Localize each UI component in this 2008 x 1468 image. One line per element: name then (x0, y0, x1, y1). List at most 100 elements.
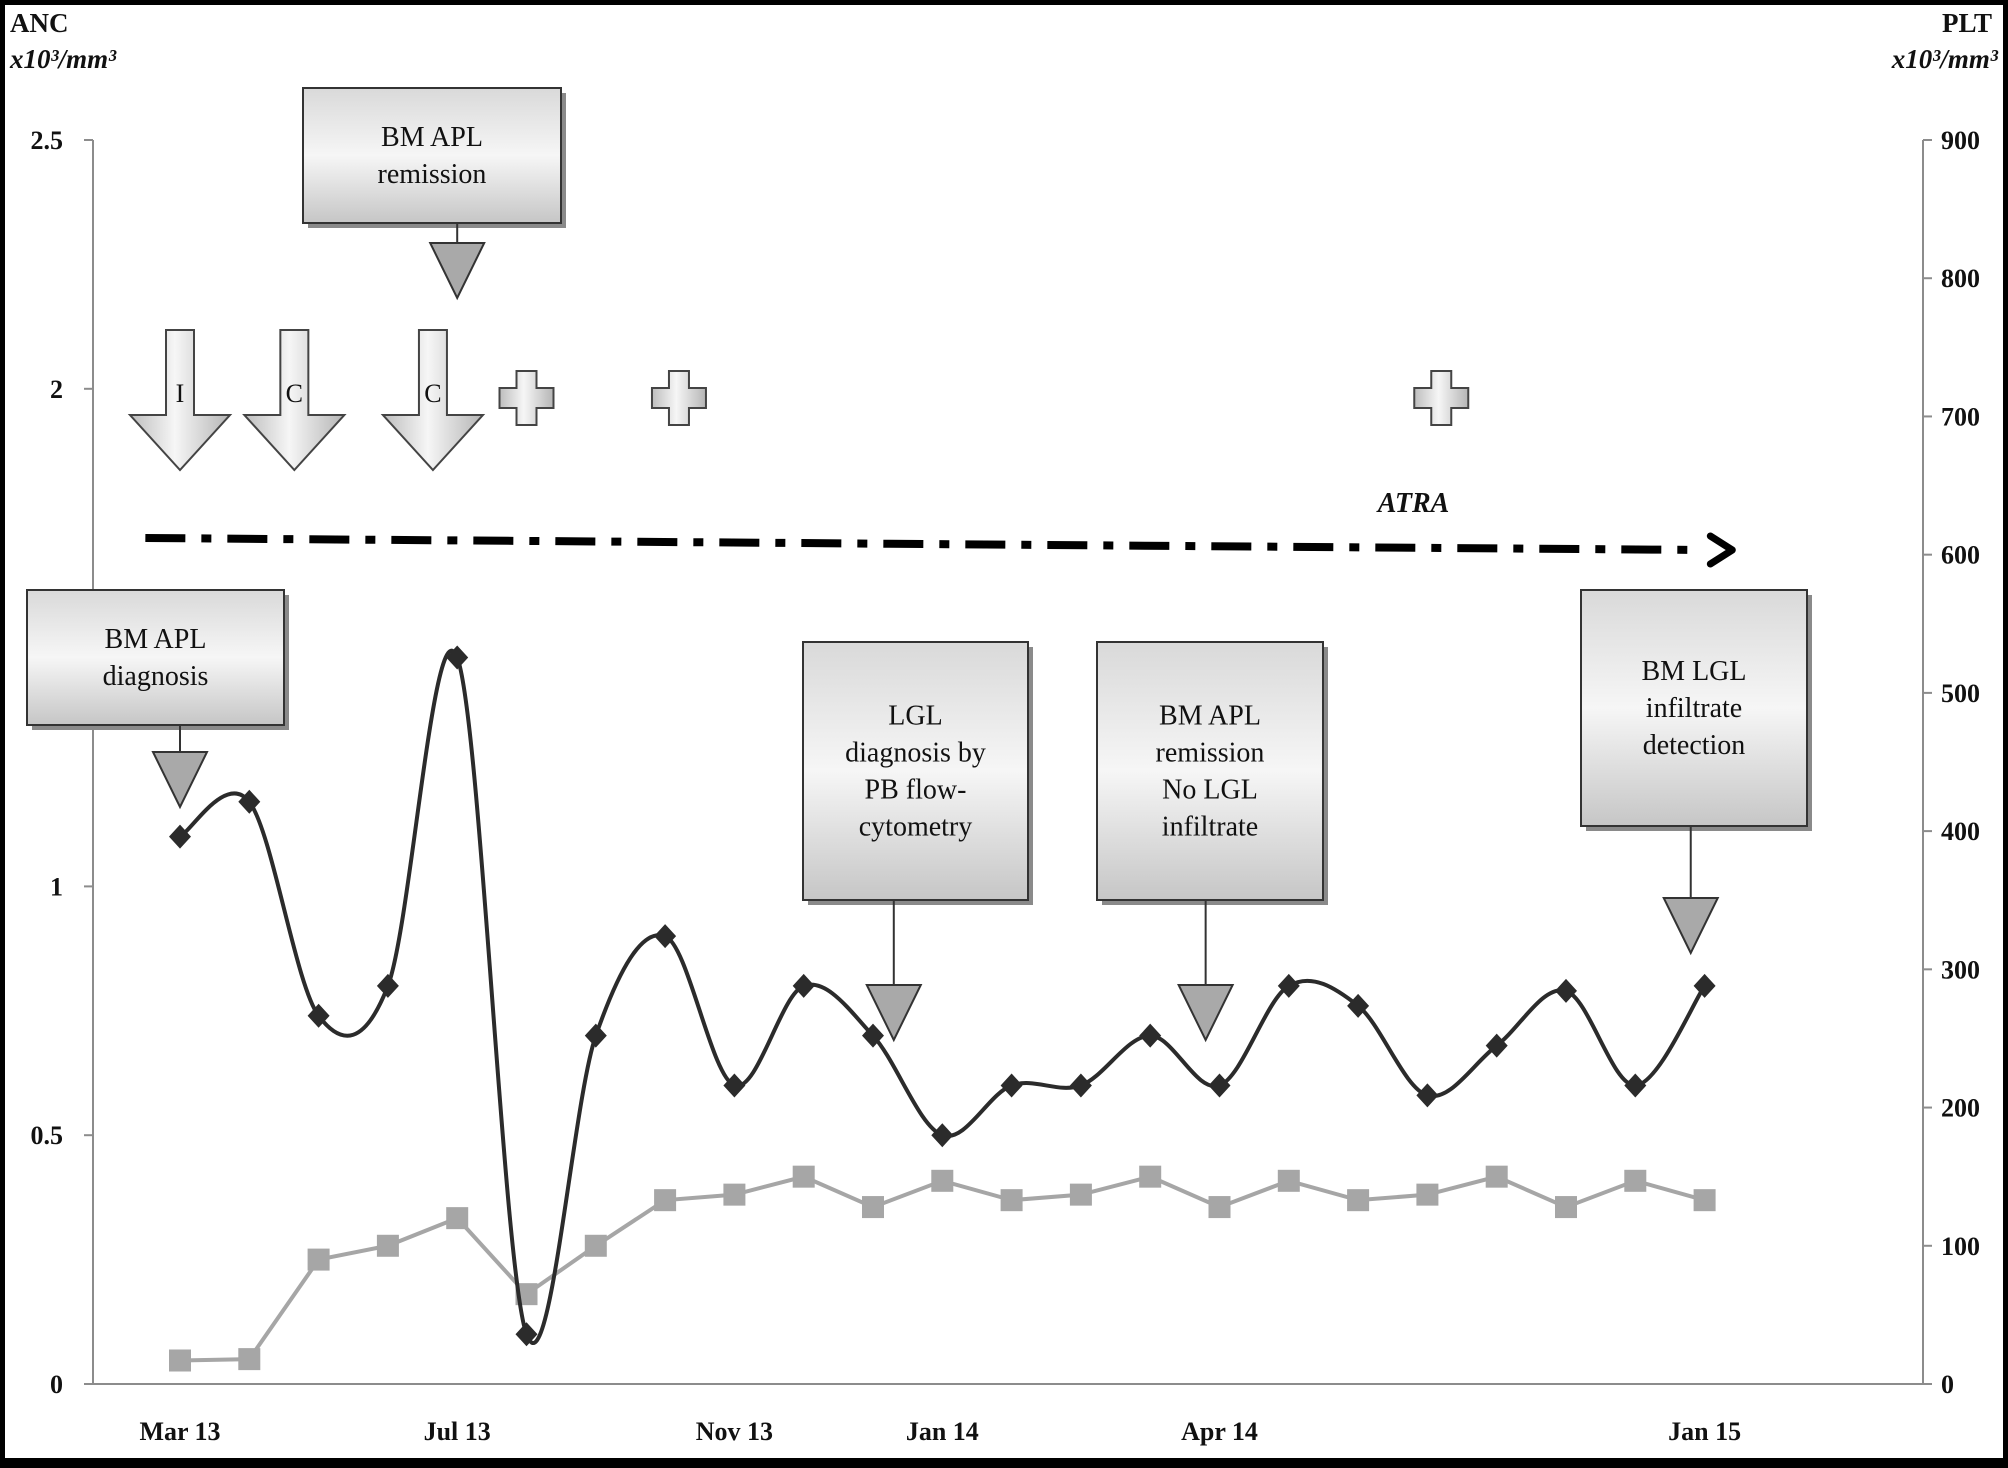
left-axis-label-line1: ANC (10, 8, 69, 38)
right-axis-tick-label: 200 (1941, 1094, 1980, 1123)
annotation-box-text: infiltrate (1162, 812, 1258, 843)
series-plt (169, 1165, 1716, 1372)
anc-point (1208, 1073, 1231, 1098)
right-axis-tick-label: 100 (1941, 1232, 1980, 1261)
anc-point (238, 789, 261, 814)
atra-arrow: ATRA (145, 488, 1736, 568)
cross-marker (498, 370, 555, 426)
annotation-box-text: BM APL (105, 624, 207, 655)
plt-point (1347, 1189, 1370, 1212)
annotation-pointer (1177, 984, 1235, 1043)
right-axis-tick-label: 900 (1941, 126, 1980, 155)
cross-marker (650, 370, 707, 426)
atra-arrowhead (1706, 532, 1736, 568)
right-axis-label-line1: PLT (1942, 8, 1992, 38)
anc-point (862, 1023, 884, 1048)
anc-point (1624, 1073, 1647, 1098)
right-axis-tick-label: 300 (1941, 955, 1980, 984)
annotation-box-text: BM LGL (1642, 656, 1747, 687)
annotation-box-text: No LGL (1162, 775, 1258, 806)
anc-point (1347, 993, 1370, 1018)
anc-point (1485, 1033, 1508, 1058)
plt-point (307, 1248, 330, 1271)
anc-point (1000, 1073, 1023, 1098)
plt-point (584, 1234, 607, 1257)
annotation-boxes: BM APL diagnosis BM APL remission LGL diagnos… (26, 87, 1812, 1043)
annotation-pointer (151, 751, 209, 810)
annotation-box-text: remission (378, 159, 487, 190)
anc-point (1693, 973, 1716, 998)
left-axis-tick-label: 0 (50, 1370, 63, 1399)
anc-point (1555, 978, 1577, 1003)
plt-point (792, 1165, 815, 1188)
anc-point (654, 924, 677, 949)
annotation-box-text: detection (1643, 730, 1746, 761)
treatment-arrow (380, 329, 486, 472)
treatment-arrow (127, 329, 233, 472)
treatment-arrow-label: C (286, 379, 303, 408)
right-axis-tick-label: 0 (1941, 1370, 1954, 1399)
plt-point (1069, 1183, 1092, 1206)
plt-point (1693, 1189, 1716, 1212)
plt-point (1277, 1169, 1300, 1192)
anc-point (584, 1023, 607, 1048)
anc-point (723, 1073, 746, 1098)
plt-point (1139, 1165, 1162, 1188)
plt-point (238, 1348, 261, 1371)
x-axis-tick-label: Jan 14 (906, 1417, 979, 1446)
axes: 0 0.5 1 2 2.5 0 100 200 300 400 500 600 700 800 900 Mar… (31, 126, 1981, 1446)
plt-point (1416, 1183, 1439, 1206)
transfusion-crosses (498, 370, 1470, 426)
anc-point (515, 1322, 538, 1347)
annotation-box-text: cytometry (859, 812, 973, 843)
left-axis-tick-label: 2.5 (31, 126, 64, 155)
anc-point (1139, 1023, 1162, 1048)
left-axis-label-line2: x10³/mm³ (9, 44, 117, 74)
right-axis-tick-label: 400 (1941, 817, 1980, 846)
annotation-box-text: BM APL (381, 122, 483, 153)
anc-point (792, 973, 815, 998)
left-axis-tick-label: 2 (50, 375, 63, 404)
x-axis-tick-label: Mar 13 (139, 1417, 220, 1446)
plt-point (862, 1196, 884, 1219)
annotation-box-text: remission (1156, 738, 1265, 769)
annotation-box (1096, 641, 1324, 901)
annotation-box (1580, 589, 1808, 827)
anc-point (376, 973, 399, 998)
annotation-box-text: BM APL (1159, 701, 1261, 732)
annotation-box (802, 641, 1029, 901)
x-axis-tick-label: Jan 15 (1668, 1417, 1741, 1446)
right-axis-tick-label: 800 (1941, 264, 1980, 293)
plt-point (376, 1234, 399, 1257)
annotation-box-text: infiltrate (1646, 693, 1742, 724)
series-anc (169, 645, 1716, 1347)
anc-point (307, 1003, 330, 1028)
plt-point (931, 1169, 954, 1192)
right-axis-label-line2: x10³/mm³ (1891, 44, 1999, 74)
annotation-box-text: LGL (888, 701, 942, 732)
plt-point (169, 1349, 191, 1372)
plt-point (723, 1183, 746, 1206)
annotation-box (26, 589, 285, 726)
atra-label: ATRA (1376, 488, 1450, 519)
plt-point (446, 1207, 469, 1230)
right-axis-tick-label: 700 (1941, 402, 1980, 431)
annotation-pointer (1662, 897, 1720, 956)
plt-point (1624, 1169, 1647, 1192)
annotation-box-text: PB flow- (865, 775, 967, 806)
x-axis-tick-label: Apr 14 (1181, 1417, 1258, 1446)
annotation-box-text: diagnosis by (845, 738, 986, 769)
left-axis-tick-label: 0.5 (31, 1121, 64, 1150)
annotation-pointer (865, 984, 923, 1043)
anc-point (1277, 973, 1300, 998)
annotation-box-text: diagnosis (103, 661, 209, 692)
plt-point (1208, 1196, 1231, 1219)
annotation-pointer (428, 242, 486, 301)
plt-point (1000, 1189, 1023, 1212)
x-axis-tick-label: Nov 13 (696, 1417, 773, 1446)
anc-point (1416, 1083, 1439, 1108)
anc-point (446, 645, 469, 670)
